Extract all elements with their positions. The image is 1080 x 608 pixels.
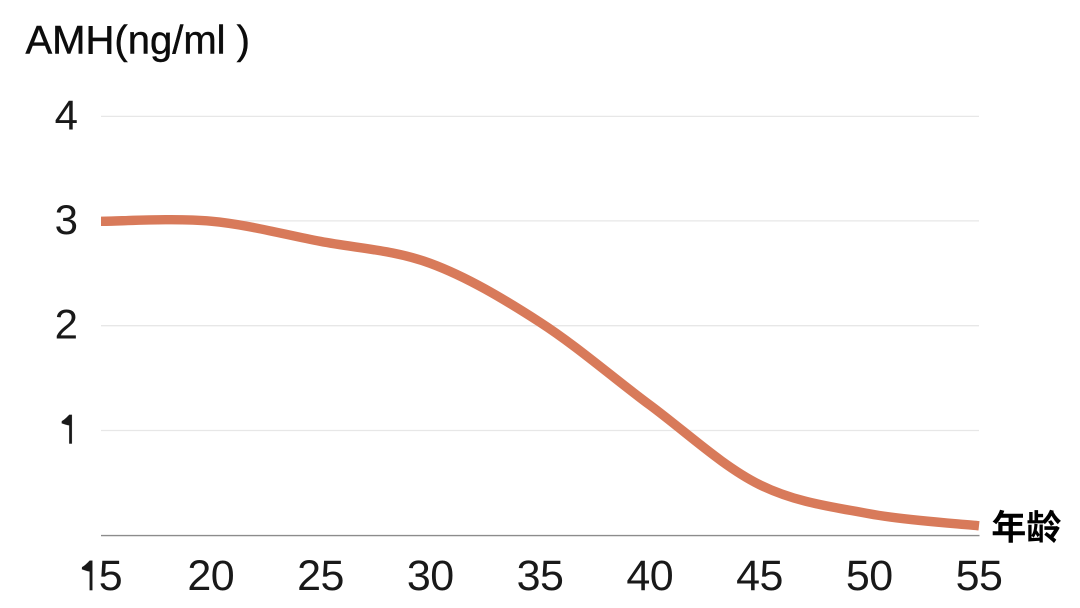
svg-text:20: 20 (187, 552, 234, 600)
svg-text:4: 4 (55, 91, 78, 138)
svg-text:45: 45 (736, 552, 783, 600)
svg-text:2: 2 (55, 301, 78, 348)
svg-text:40: 40 (626, 552, 673, 600)
svg-text:5: 5 (99, 552, 123, 600)
svg-text:3: 3 (55, 196, 78, 243)
svg-text:35: 35 (517, 552, 564, 600)
svg-text:AMH(ng/ml ): AMH(ng/ml ) (26, 19, 250, 63)
svg-text:25: 25 (297, 552, 344, 600)
svg-text:55: 55 (956, 552, 1003, 600)
svg-text:30: 30 (407, 552, 454, 600)
svg-text:50: 50 (846, 552, 893, 600)
